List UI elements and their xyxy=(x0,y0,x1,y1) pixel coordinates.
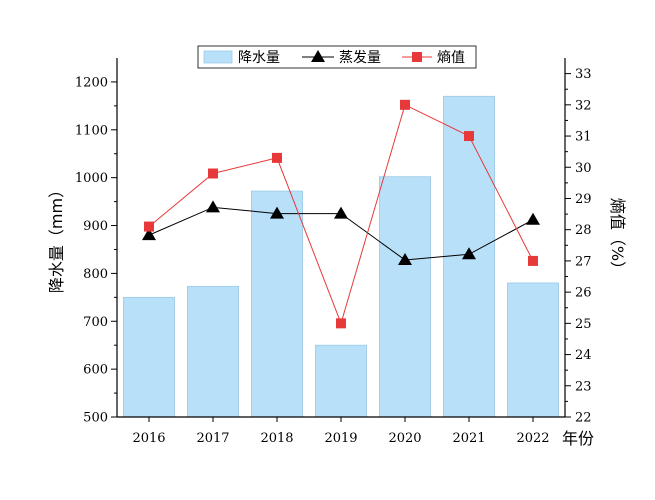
y-left-tick-label: 800 xyxy=(83,267,108,282)
y-right-tick-label: 26 xyxy=(575,286,592,301)
y-left-tick-label: 900 xyxy=(83,219,108,234)
marker-蒸发量-2020 xyxy=(398,252,412,265)
x-tick-label-2020: 2020 xyxy=(388,431,421,446)
y-right-tick-label: 25 xyxy=(575,317,592,332)
marker-蒸发量-2016 xyxy=(142,228,156,241)
legend: 降水量 蒸发量 熵值 xyxy=(197,45,477,69)
y-left-tick-label: 700 xyxy=(83,315,108,330)
y-right-tick-label: 32 xyxy=(575,98,592,113)
marker-蒸发量-2017 xyxy=(206,200,220,213)
marker-蒸发量-2019 xyxy=(334,206,348,219)
y-right-tick-label: 22 xyxy=(575,411,592,426)
marker-熵值-2020 xyxy=(400,99,410,110)
y-right-tick-label: 24 xyxy=(575,348,592,363)
y-axis-right-label: 熵值（%） xyxy=(608,198,627,277)
marker-熵值-2018 xyxy=(272,152,282,163)
x-tick-label-2016: 2016 xyxy=(132,431,165,446)
marker-熵值-2019 xyxy=(336,318,346,329)
legend-label-熵值: 熵值 xyxy=(437,50,465,66)
marker-熵值-2016 xyxy=(144,221,154,232)
bar-2022 xyxy=(506,282,559,418)
x-tick-label-2022: 2022 xyxy=(516,431,549,446)
x-tick-label-2018: 2018 xyxy=(260,431,293,446)
y-left-tick-label: 500 xyxy=(83,411,108,426)
y-axis-left-label: 降水量（mm） xyxy=(47,182,66,293)
marker-蒸发量-2022 xyxy=(526,212,540,225)
axes: 500 600 700 800 900 1000 1100 1200 22 23 24 25 26 27 2… xyxy=(75,58,592,446)
marker-熵值-2017 xyxy=(208,168,218,179)
bar-group xyxy=(123,95,559,418)
legend-label-蒸发量: 蒸发量 xyxy=(339,50,381,66)
legend-swatch-triangle xyxy=(311,50,325,62)
y-left-tick-label: 1100 xyxy=(75,123,108,138)
bar-2020 xyxy=(378,176,431,418)
marker-蒸发量-2021 xyxy=(462,247,476,260)
x-tick-label-2021: 2021 xyxy=(452,431,485,446)
y-right-tick-label: 33 xyxy=(575,67,592,82)
y-left-tick-label: 600 xyxy=(83,363,108,378)
x-tick-label-2019: 2019 xyxy=(324,431,357,446)
y-right-tick-label: 27 xyxy=(575,254,592,269)
marker-熵值-2021 xyxy=(464,131,474,142)
x-axis-label: 年份 xyxy=(562,429,594,448)
line-group xyxy=(142,99,540,329)
y-right-tick-label: 28 xyxy=(575,223,592,238)
bar-2017 xyxy=(186,285,239,418)
bar-2018 xyxy=(250,190,303,418)
y-right-tick-label: 29 xyxy=(575,192,592,207)
marker-熵值-2022 xyxy=(528,255,538,266)
legend-box xyxy=(197,45,477,69)
y-left-tick-label: 1200 xyxy=(75,75,108,90)
x-tick-label-2017: 2017 xyxy=(196,431,229,446)
legend-swatch-bar xyxy=(203,50,233,64)
y-right-tick-label: 30 xyxy=(575,161,592,176)
y-right-tick-label: 31 xyxy=(575,130,592,145)
bar-2019 xyxy=(314,344,367,418)
y-right-tick-label: 23 xyxy=(575,379,592,394)
bar-2016 xyxy=(123,296,176,418)
marker-蒸发量-2018 xyxy=(270,206,284,219)
y-left-tick-label: 1000 xyxy=(75,171,108,186)
legend-swatch-square xyxy=(412,52,422,62)
legend-label-降水量: 降水量 xyxy=(238,50,280,66)
